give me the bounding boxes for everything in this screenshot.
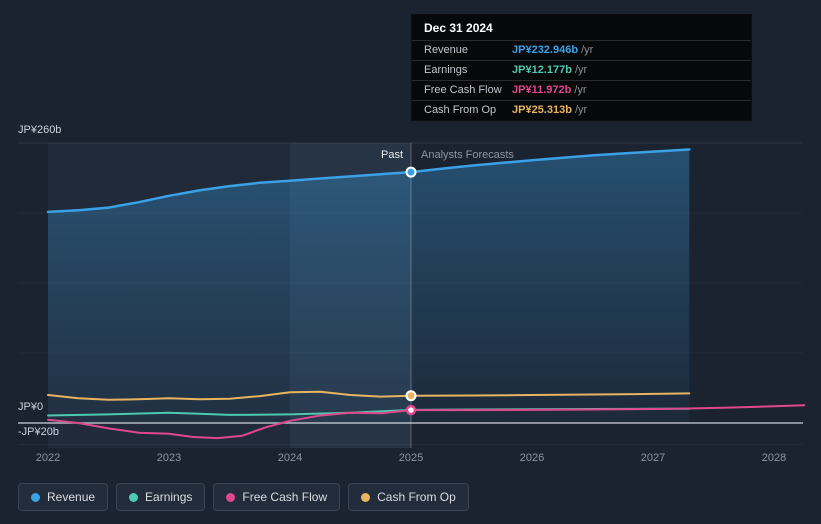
- tooltip-value: JP¥232.946b: [512, 44, 579, 56]
- tooltip-unit: /yr: [574, 64, 588, 76]
- tooltip-row-free-cash-flow: Free Cash Flow JP¥11.972b /yr: [412, 80, 751, 100]
- legend-label: Earnings: [145, 490, 193, 504]
- tooltip-row-earnings: Earnings JP¥12.177b /yr: [412, 60, 751, 80]
- legend-item-cash-from-op[interactable]: Cash From Op: [348, 483, 469, 511]
- tooltip-value: JP¥12.177b: [512, 64, 572, 76]
- free-cash-flow-series-dot-icon: [226, 492, 236, 502]
- tooltip-unit: /yr: [581, 44, 594, 56]
- svg-text:2028: 2028: [762, 452, 786, 464]
- chart-legend: Revenue Earnings Free Cash Flow Cash Fro…: [18, 483, 469, 511]
- tooltip-row-revenue: Revenue JP¥232.946b /yr: [412, 40, 751, 60]
- svg-text:2027: 2027: [641, 452, 665, 464]
- tooltip-label: Cash From Op: [424, 104, 497, 116]
- tooltip-label: Free Cash Flow: [424, 84, 502, 96]
- data-tooltip: Dec 31 2024 Revenue JP¥232.946b /yr Earn…: [411, 14, 752, 121]
- svg-text:2025: 2025: [399, 452, 423, 464]
- svg-text:2022: 2022: [36, 452, 60, 464]
- tooltip-row-cash-from-op: Cash From Op JP¥25.313b /yr: [412, 100, 751, 120]
- legend-item-revenue[interactable]: Revenue: [18, 483, 109, 511]
- tooltip-label: Revenue: [424, 44, 469, 56]
- tooltip-value: JP¥11.972b: [512, 84, 572, 96]
- tooltip-unit: /yr: [574, 104, 588, 116]
- legend-label: Cash From Op: [377, 490, 456, 504]
- legend-item-free-cash-flow[interactable]: Free Cash Flow: [213, 483, 341, 511]
- revenue-series-dot-icon: [31, 492, 40, 502]
- tooltip-label: Earnings: [424, 64, 468, 76]
- legend-label: Revenue: [47, 490, 96, 504]
- legend-item-earnings[interactable]: Earnings: [116, 483, 206, 511]
- svg-text:2026: 2026: [520, 452, 544, 464]
- svg-text:2023: 2023: [157, 452, 181, 464]
- tooltip-value: JP¥25.313b: [512, 104, 572, 116]
- earnings-series-dot-icon: [129, 492, 139, 502]
- tooltip-unit: /yr: [574, 84, 587, 96]
- legend-label: Free Cash Flow: [242, 490, 328, 504]
- svg-text:2024: 2024: [278, 452, 302, 464]
- tooltip-date: Dec 31 2024: [424, 21, 493, 35]
- cash-from-op-series-dot-icon: [361, 492, 371, 502]
